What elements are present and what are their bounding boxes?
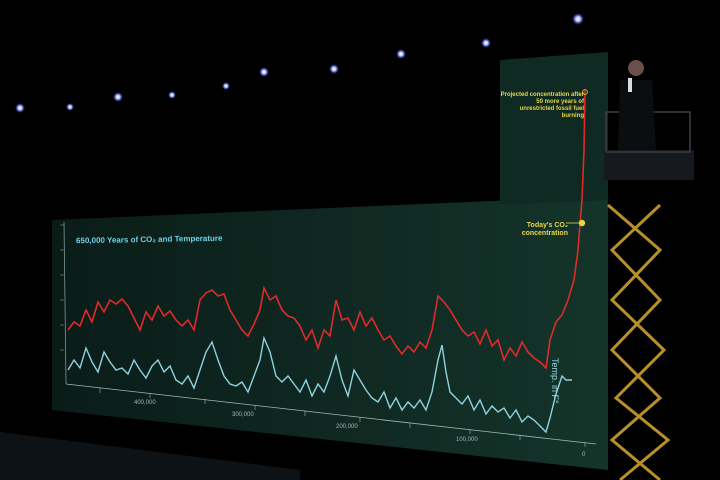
co2-line (67, 89, 586, 370)
projected-annotation: Projected concentration after 50 more ye… (500, 92, 584, 119)
y-axis-ticks (60, 224, 64, 351)
x-axis-tickmarks (99, 388, 586, 447)
x-tick-label: 300,000 (232, 412, 254, 418)
x-tick-label: 0 (582, 452, 586, 458)
tall-screen-extension (500, 52, 608, 205)
lift-platform (604, 150, 694, 180)
x-axis (65, 383, 597, 445)
y-axis (63, 221, 67, 385)
x-tick-label: 100,000 (456, 437, 478, 443)
x-tick-label: 400,000 (134, 400, 156, 406)
presenter-silhouette (618, 60, 656, 150)
temperature-line (67, 335, 572, 434)
x-tick-label: 200,000 (336, 424, 358, 430)
today-marker (578, 219, 586, 227)
today-annotation: Today's CO₂ concentration (521, 222, 568, 238)
projected-marker (582, 89, 588, 95)
stage-lights (15, 13, 584, 113)
stage-floor (0, 432, 300, 480)
scissor-lift (607, 203, 671, 480)
temperature-axis-label: Temp. in F° (550, 358, 560, 404)
